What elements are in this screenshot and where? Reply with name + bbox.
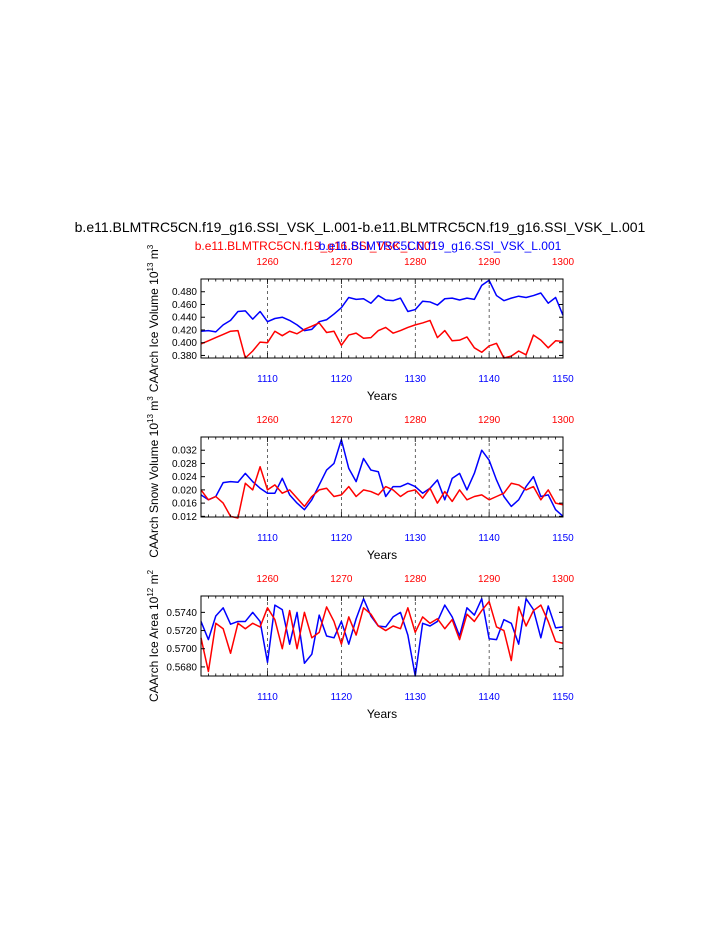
y-tick-label: 0.380 [172,351,197,362]
y-tick-label: 0.032 [172,446,197,457]
subtitle-red: b.e11.BLMTRC5CN.f19_g16.SSI_VSK_L.001 [195,239,438,253]
subtitle-blue: b.e11.BLMTRC5CN.f19_g16.SSI_VSK_L.001 [319,239,562,253]
x-tick-label-bottom: 1150 [552,374,574,385]
y-axis-label: CAArch Ice Area 1012 m2 [146,569,161,702]
x-tick-label-top: 1300 [552,257,575,268]
y-tick-label: 0.5680 [166,662,197,673]
series-line-red [200,466,564,519]
x-tick-label-top: 1260 [256,574,279,585]
y-axis-label-part: CAArch Ice Volume 10 [147,271,161,392]
y-tick-label: 0.024 [172,472,197,483]
y-tick-label: 0.020 [172,485,197,496]
chart-panel-3: 0.5680 0.5700 0.5720 0.5740 1110 1120 1130 1140… [146,569,575,721]
series-line-blue [200,597,564,677]
x-axis-label: Years [367,707,397,721]
chart-panel-2: 0.012 0.016 0.020 0.024 0.028 0.032 1110 1120 11… [146,396,575,562]
y-tick-label: 0.420 [172,325,197,336]
y-tick-label: 0.460 [172,300,197,311]
x-tick-label-top: 1290 [478,574,501,585]
x-tick-label-bottom: 1110 [257,692,278,703]
main-title: b.e11.BLMTRC5CN.f19_g16.SSI_VSK_L.001-b.… [75,219,646,235]
x-tick-label-bottom: 1120 [331,374,353,385]
y-tick-label: 0.016 [172,499,197,510]
series-line-blue [200,438,564,517]
x-tick-label-top: 1270 [330,574,353,585]
x-tick-label-bottom: 1150 [552,692,574,703]
x-tick-label-bottom: 1120 [331,692,353,703]
x-tick-label-top: 1280 [404,574,427,585]
x-tick-label-top: 1270 [330,415,353,426]
y-axis-label-part: 13 [146,262,155,271]
x-tick-label-bottom: 1130 [404,533,426,544]
series-line-red [200,600,564,673]
x-tick-label-top: 1300 [552,415,575,426]
plot-frame [200,595,564,677]
y-axis-label-part: 13 [146,414,155,423]
x-tick-label-bottom: 1130 [404,374,426,385]
series-line-blue [200,279,564,333]
y-axis-label-part: 3 [146,396,155,401]
y-axis-label-part: m [147,401,161,414]
y-tick-label: 0.028 [172,459,197,470]
x-tick-label-bottom: 1120 [331,533,353,544]
x-tick-label-bottom: 1150 [552,533,574,544]
x-tick-label-top: 1290 [478,415,501,426]
x-tick-label-bottom: 1130 [404,692,426,703]
x-axis-label: Years [367,548,397,562]
x-tick-label-top: 1280 [404,257,427,268]
y-tick-label: 0.012 [172,512,197,523]
plot-frame [200,278,564,359]
y-tick-label: 0.440 [172,313,197,324]
x-tick-label-top: 1260 [256,257,279,268]
y-axis-label-part: CAArch Ice Area 10 [147,596,161,702]
x-tick-label-bottom: 1140 [478,374,500,385]
y-tick-label: 0.400 [172,338,197,349]
y-tick-label: 0.480 [172,287,197,298]
y-axis-label-part: 3 [146,244,155,249]
y-tick-label: 0.5720 [166,626,197,637]
y-axis-label-part: 12 [146,587,155,596]
y-tick-label: 0.5740 [166,608,197,619]
x-tick-label-bottom: 1140 [478,692,500,703]
x-tick-label-top: 1260 [256,415,279,426]
x-tick-label-bottom: 1110 [257,374,278,385]
y-axis-label: CAArch Ice Volume 1013 m3 [146,244,161,392]
y-axis-label: CAArch Snow Volume 1013 m3 [146,396,161,558]
x-tick-label-bottom: 1110 [257,533,278,544]
x-tick-label-top: 1280 [404,415,427,426]
plot-frame [200,436,564,518]
x-tick-label-bottom: 1140 [478,533,500,544]
x-axis-label: Years [367,389,397,403]
y-axis-label-part: m [147,249,161,262]
y-axis-label-part: 2 [146,569,155,574]
series-line-red [200,319,564,359]
y-axis-label-part: m [147,574,161,587]
x-tick-label-top: 1270 [330,257,353,268]
y-axis-label-part: CAArch Snow Volume 10 [147,423,161,558]
y-tick-label: 0.5700 [166,644,197,655]
x-tick-label-top: 1300 [552,574,575,585]
x-tick-label-top: 1290 [478,257,501,268]
